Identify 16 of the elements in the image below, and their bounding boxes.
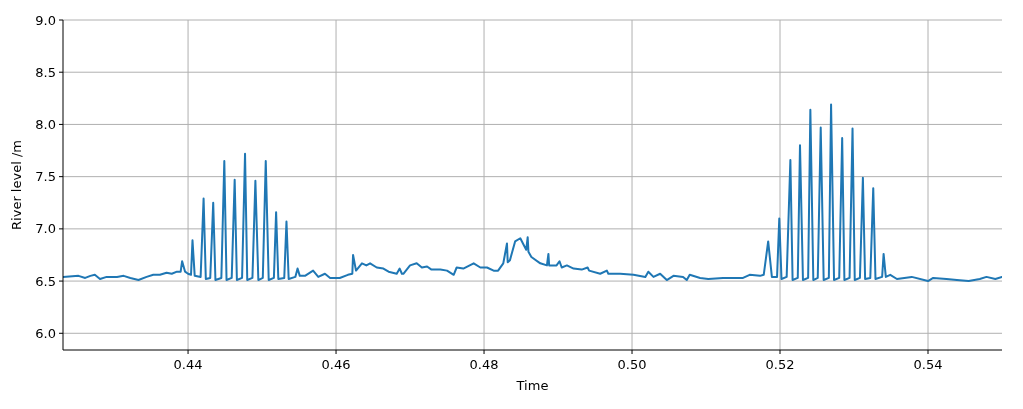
y-tick-label: 6.5 [35,273,56,289]
y-tick-label: 9.0 [35,12,56,28]
x-tick-label: 0.46 [321,357,351,372]
line-series [63,103,1002,283]
x-tick-label: 0.44 [173,357,203,372]
y-tick-label: 7.0 [35,221,56,237]
x-tick-label: 0.50 [617,357,647,372]
y-tick-label: 7.5 [35,169,56,185]
y-tick-label: 8.0 [35,116,56,132]
y-tick-label: 6.0 [35,325,56,341]
x-tick-label: 0.52 [765,357,795,372]
y-tick-label: 8.5 [35,64,56,80]
x-axis-title: Time [515,378,549,393]
x-tick-label: 0.48 [469,357,499,372]
x-tick-label: 0.54 [913,357,943,372]
y-axis-title: River level /m [9,140,24,230]
